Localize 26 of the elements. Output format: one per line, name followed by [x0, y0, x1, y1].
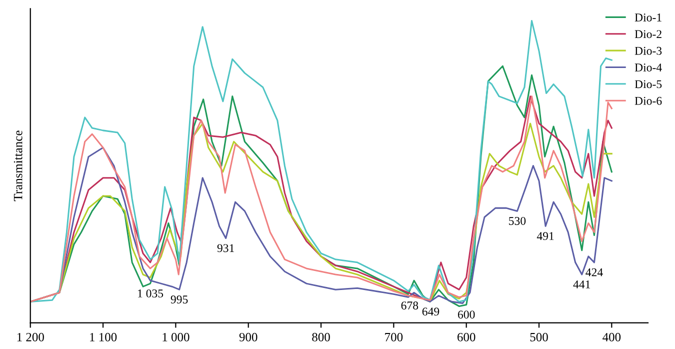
- x-tick-label: 400: [602, 332, 621, 342]
- x-tick-label: 500: [530, 332, 548, 342]
- annotation: 530: [509, 216, 526, 225]
- annotation: 600: [458, 310, 475, 319]
- annotation: 441: [573, 280, 590, 288]
- annotation: 678: [401, 302, 418, 310]
- annotation: 649: [422, 308, 440, 316]
- y-axis-title: Transmittance: [14, 130, 22, 202]
- annotation: 1 035: [138, 289, 164, 298]
- x-tick-label: 800: [312, 332, 330, 342]
- x-tick-label: 700: [385, 332, 403, 342]
- annotation: 931: [217, 244, 234, 252]
- annotation: 491: [536, 232, 554, 240]
- legend-label: Dio-5: [634, 80, 662, 88]
- legend-label: Dio-1: [634, 14, 662, 22]
- legend-label: Dio-4: [634, 64, 662, 72]
- annotation: 995: [170, 296, 188, 304]
- legend-label: Dio-3: [634, 46, 662, 55]
- x-tick-label: 600: [458, 332, 476, 342]
- x-tick-label: 1 200: [17, 332, 44, 342]
- annotation: 424: [586, 268, 603, 276]
- x-tick-label: 900: [239, 332, 258, 342]
- x-tick-label: 1 000: [162, 332, 190, 342]
- legend-label: Dio-6: [634, 96, 662, 105]
- legend-label: Dio-2: [634, 30, 662, 38]
- x-tick-label: 1 100: [90, 332, 117, 342]
